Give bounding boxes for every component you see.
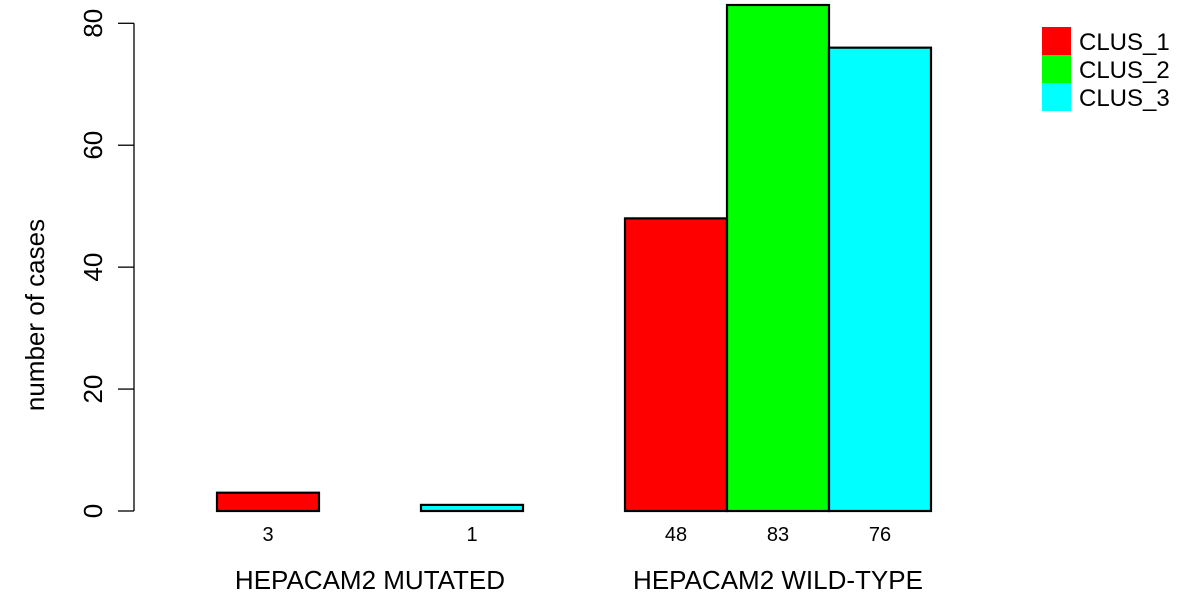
- legend-swatch: [1042, 27, 1071, 55]
- y-axis-label: number of cases: [20, 219, 50, 411]
- bar-value-label: 48: [665, 524, 687, 546]
- legend-swatch: [1042, 83, 1071, 111]
- y-tick-label: 40: [78, 253, 108, 282]
- legend-swatch: [1042, 55, 1071, 83]
- y-tick-label: 60: [78, 131, 108, 160]
- bar-value-label: 83: [767, 524, 789, 546]
- bar-clus_3: [419, 503, 525, 513]
- bar-clus_2: [725, 3, 831, 513]
- bar-value-label: 1: [466, 524, 477, 546]
- category-labels: HEPACAM2 MUTATED HEPACAM2 WILD-TYPE: [235, 565, 923, 594]
- legend-label: CLUS_3: [1079, 85, 1170, 112]
- legend-label: CLUS_1: [1079, 29, 1170, 56]
- y-tick-label: 20: [78, 375, 108, 404]
- legend-label: CLUS_2: [1079, 57, 1170, 84]
- bars: [215, 3, 933, 513]
- y-tick-label: 80: [78, 9, 108, 38]
- category-label: HEPACAM2 MUTATED: [235, 565, 505, 594]
- bar-clus_1: [215, 491, 321, 513]
- value-labels: 3 1 48 83 76: [262, 524, 891, 546]
- y-axis: 0 20 40 60 80: [78, 9, 135, 518]
- y-tick-label: 0: [78, 504, 108, 518]
- category-label: HEPACAM2 WILD-TYPE: [633, 565, 923, 594]
- bar-value-label: 3: [262, 524, 273, 546]
- bar-value-label: 76: [869, 524, 891, 546]
- bar-clus_1: [623, 217, 729, 513]
- bar-clus_3: [827, 46, 933, 513]
